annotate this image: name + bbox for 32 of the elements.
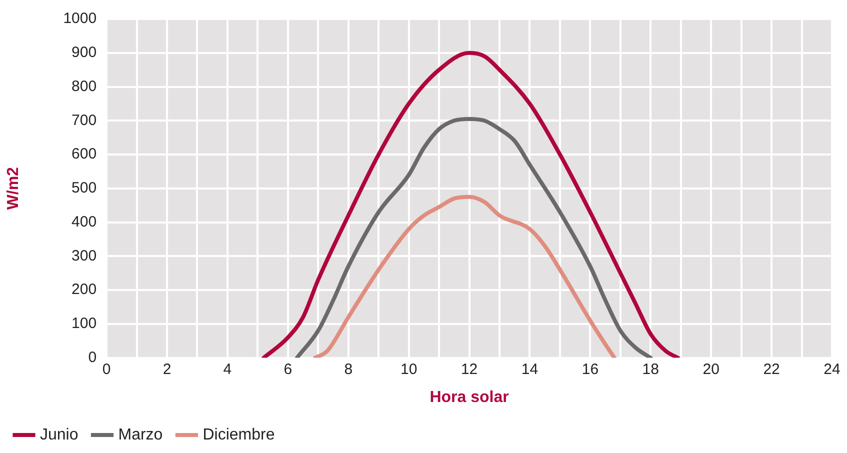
- x-tick-label: 24: [824, 360, 840, 378]
- x-axis-title: Hora solar: [430, 388, 509, 406]
- legend-label: Junio: [40, 426, 78, 444]
- line-series: [262, 50, 680, 358]
- line-series: [294, 116, 653, 358]
- x-tick-label: 12: [460, 360, 478, 378]
- y-tick-label: 400: [72, 213, 97, 230]
- x-tick-label: 8: [344, 360, 353, 378]
- x-tick-label: 0: [102, 360, 111, 378]
- x-tick-label: 10: [400, 360, 418, 378]
- y-tick-label: 300: [72, 247, 97, 264]
- y-tick-label: 700: [72, 112, 97, 129]
- x-tick-label: 2: [162, 360, 172, 378]
- line-series: [313, 194, 616, 358]
- y-tick-label: 100: [72, 315, 97, 332]
- y-tick-label: 900: [72, 44, 97, 62]
- y-tick-label: 600: [72, 146, 97, 163]
- legend-label: Marzo: [118, 426, 163, 444]
- x-tick-label: 20: [702, 360, 720, 378]
- y-tick-label: 500: [72, 180, 97, 197]
- x-tick-label: 14: [521, 360, 538, 378]
- legend-label: Diciembre: [202, 426, 275, 444]
- y-tick-label: 800: [72, 78, 97, 95]
- x-tick-label: 4: [223, 360, 232, 378]
- y-tick-label: 200: [72, 281, 97, 298]
- x-tick-label: 18: [642, 360, 659, 378]
- y-axis-title: W/m2: [5, 166, 22, 210]
- y-tick-label: 1000: [63, 10, 97, 28]
- x-tick-label: 16: [582, 360, 599, 378]
- y-tick-label: 0: [88, 348, 97, 366]
- x-tick-label: 22: [763, 360, 780, 378]
- x-tick-label: 6: [284, 360, 292, 378]
